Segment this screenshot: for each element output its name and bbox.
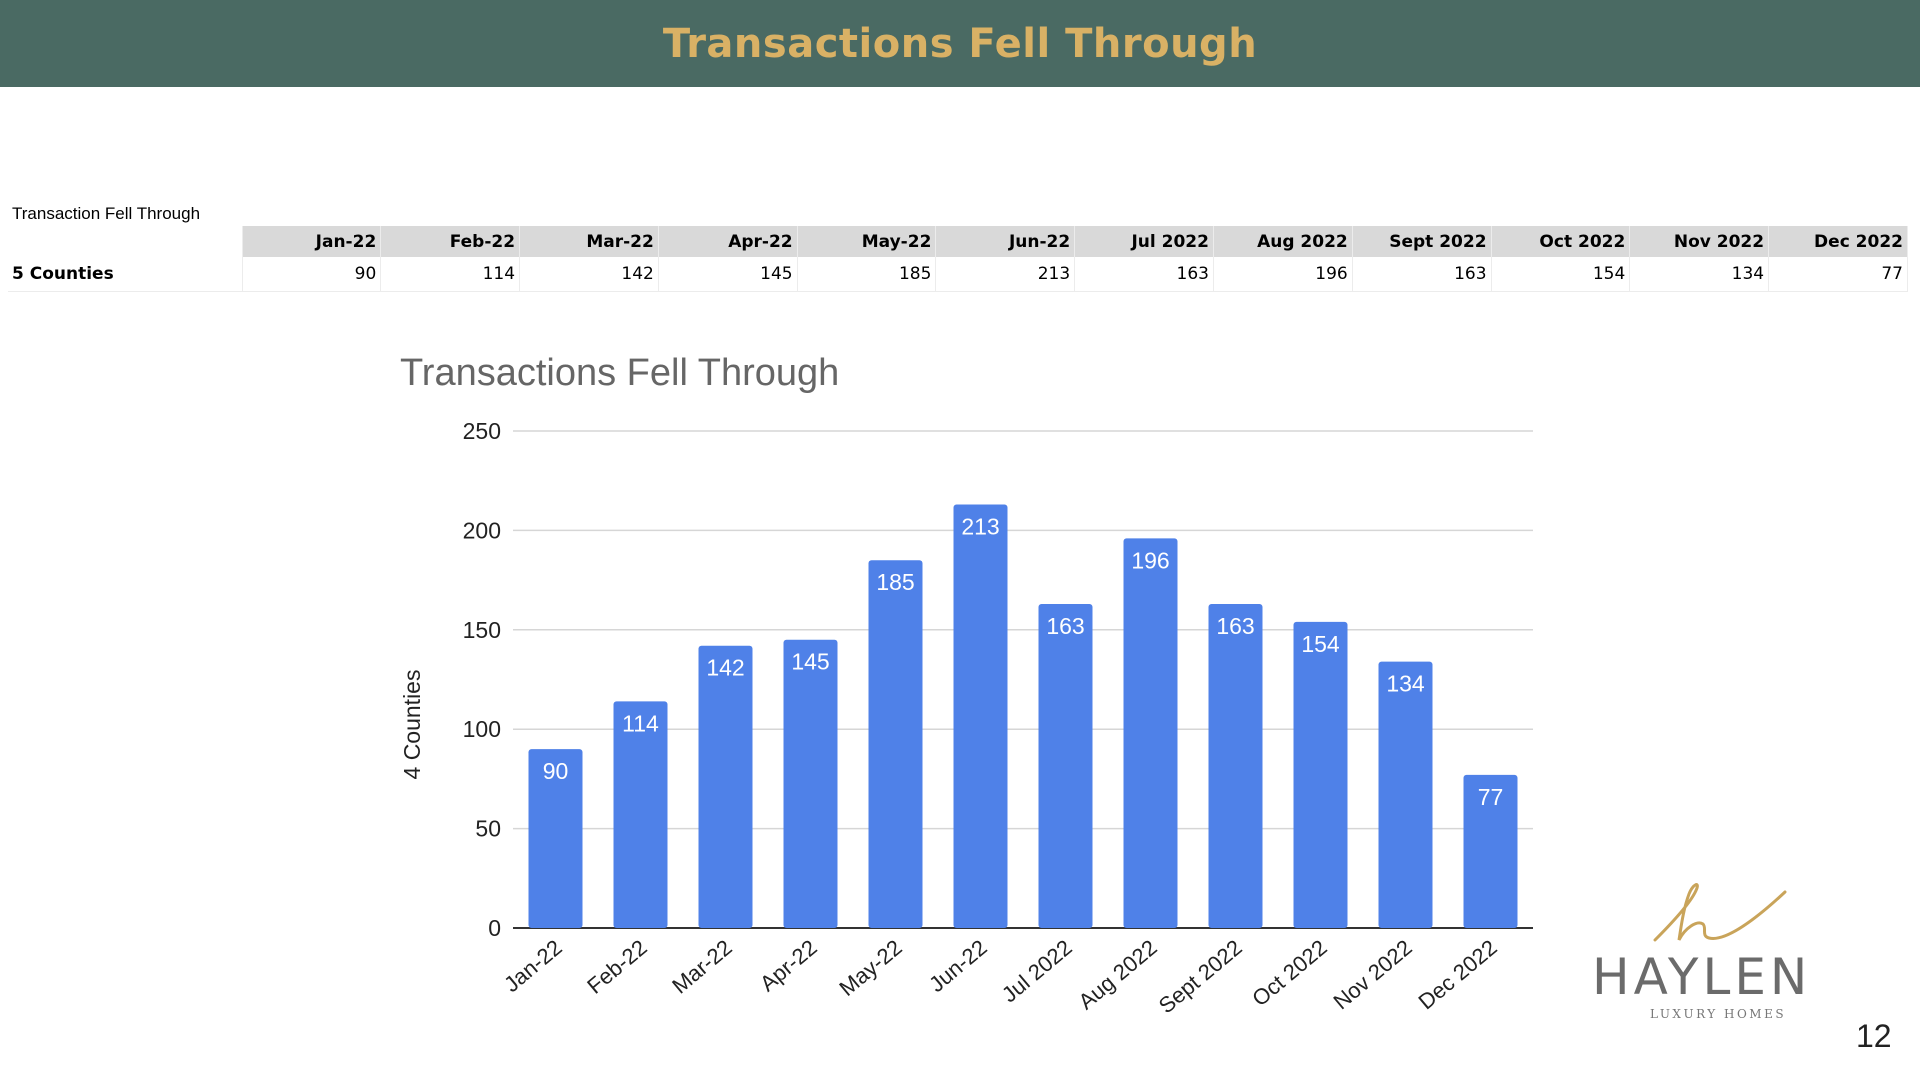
table-cell: 213 <box>935 257 1076 292</box>
table-cell: 90 <box>242 257 382 292</box>
table-cell: 154 <box>1491 257 1631 292</box>
bar <box>1293 621 1348 928</box>
bar <box>528 749 583 928</box>
x-tick-label: May-22 <box>834 935 906 1001</box>
bar <box>698 645 753 928</box>
table-col-header: May-22 <box>797 226 937 257</box>
x-tick-label: Dec 2022 <box>1413 935 1501 1015</box>
y-axis-label: 4 Counties <box>399 670 425 780</box>
x-tick-label: Jun-22 <box>924 935 992 997</box>
table-col-header: Mar-22 <box>519 226 659 257</box>
chart-title: Transactions Fell Through <box>400 352 839 394</box>
bar <box>868 560 923 928</box>
table-cell: 196 <box>1213 257 1353 292</box>
y-tick-label: 50 <box>475 816 501 842</box>
table-cell: 163 <box>1352 257 1492 292</box>
data-label: 213 <box>961 514 999 540</box>
table-caption: Transaction Fell Through <box>12 204 201 223</box>
x-tick-label: Aug 2022 <box>1073 935 1161 1015</box>
x-tick-label: Oct 2022 <box>1247 935 1331 1012</box>
table-col-header: Jul 2022 <box>1074 226 1214 257</box>
bar <box>1378 661 1433 928</box>
table-cell: 77 <box>1768 257 1908 292</box>
data-label: 163 <box>1046 613 1084 639</box>
bar <box>953 504 1008 928</box>
table-cell: 145 <box>658 257 798 292</box>
data-label: 142 <box>706 655 744 681</box>
data-label: 145 <box>791 649 829 675</box>
table-corner-cell <box>8 226 243 257</box>
data-table: Jan-22 Feb-22 Mar-22 Apr-22 May-22 Jun-2… <box>8 226 1908 292</box>
logo-tagline: LUXURY HOMES <box>1650 1007 1787 1021</box>
table-col-header: Jan-22 <box>242 226 382 257</box>
table-header-row: Jan-22 Feb-22 Mar-22 Apr-22 May-22 Jun-2… <box>8 226 1908 257</box>
y-tick-label: 100 <box>463 716 501 742</box>
page-title: Transactions Fell Through <box>662 20 1258 67</box>
x-tick-label: Jan-22 <box>499 935 567 997</box>
data-label: 114 <box>622 710 659 736</box>
table-row-label: 5 Counties <box>8 257 243 292</box>
page-number: 12 <box>1856 1018 1892 1054</box>
y-tick-label: 200 <box>463 517 501 543</box>
x-tick-label: Mar-22 <box>667 935 736 999</box>
x-tick-label: Apr-22 <box>755 935 822 997</box>
bar <box>783 639 838 928</box>
y-tick-label: 250 <box>463 418 501 444</box>
data-label: 163 <box>1216 613 1254 639</box>
table-col-header: Oct 2022 <box>1491 226 1631 257</box>
bar <box>1463 774 1518 928</box>
data-label: 196 <box>1131 547 1169 573</box>
table-col-header: Jun-22 <box>935 226 1076 257</box>
table-row: 5 Counties 90 114 142 145 185 213 163 19… <box>8 257 1908 292</box>
table-col-header: Apr-22 <box>658 226 798 257</box>
script-h-logo-icon <box>1653 883 1787 942</box>
table-col-header: Aug 2022 <box>1213 226 1353 257</box>
table-col-header: Feb-22 <box>380 226 521 257</box>
y-tick-label: 150 <box>463 617 501 643</box>
data-label: 90 <box>543 758 569 784</box>
table-col-header: Nov 2022 <box>1629 226 1770 257</box>
data-label: 134 <box>1386 671 1425 697</box>
table-cell: 134 <box>1629 257 1770 292</box>
y-tick-label: 0 <box>488 915 501 941</box>
data-label: 185 <box>876 569 914 595</box>
data-label: 154 <box>1301 631 1340 657</box>
x-tick-label: Feb-22 <box>582 935 651 999</box>
data-label: 77 <box>1478 784 1504 810</box>
table-col-header: Sept 2022 <box>1352 226 1492 257</box>
bar <box>1123 538 1178 928</box>
table-col-header: Dec 2022 <box>1768 226 1908 257</box>
x-tick-label: Sept 2022 <box>1154 935 1247 1019</box>
logo-wordmark: HAYLEN <box>1592 948 1812 1006</box>
table-cell: 185 <box>797 257 937 292</box>
x-tick-label: Nov 2022 <box>1328 935 1416 1015</box>
bar <box>1208 603 1263 928</box>
table-cell: 142 <box>519 257 659 292</box>
header-banner: Transactions Fell Through <box>0 0 1920 87</box>
bar <box>613 701 668 928</box>
table-cell: 163 <box>1074 257 1214 292</box>
x-tick-label: Jul 2022 <box>997 935 1077 1008</box>
table-cell: 114 <box>380 257 521 292</box>
bar <box>1038 603 1093 928</box>
